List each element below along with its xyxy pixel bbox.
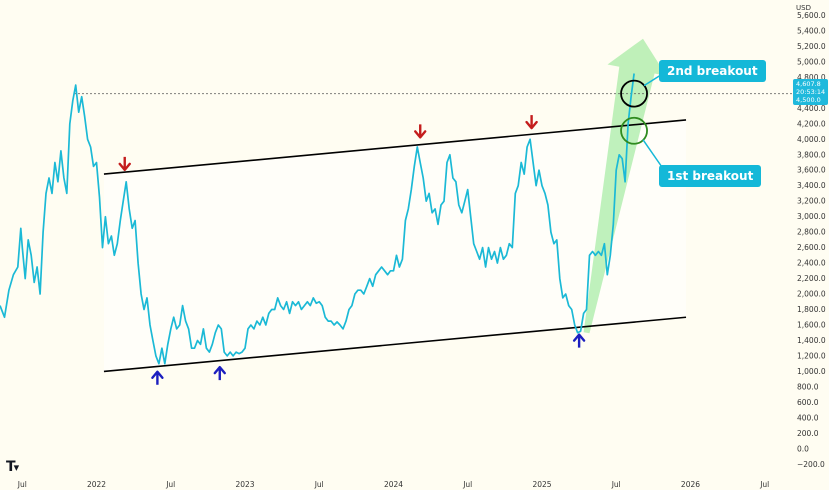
y-tick-label: 600.0	[797, 398, 819, 407]
y-tick-label: 4,800.0	[797, 73, 826, 82]
y-tick-label: 5,400.0	[797, 26, 826, 35]
countdown: 20:53:14	[796, 88, 826, 96]
series-line-0	[0, 73, 635, 365]
callout-connector-1st	[642, 139, 665, 171]
x-tick-label: 2025	[532, 480, 551, 489]
y-tick-label: 1,400.0	[797, 336, 826, 345]
up-arrow-1	[151, 370, 164, 385]
y-tick-label: 3,000.0	[797, 212, 826, 221]
price-series	[0, 73, 635, 365]
up-arrow-2-head	[213, 365, 226, 375]
y-axis: USD −200.0 0.0 200.0 400.0 600.0 800.0 1,000.0 1…	[796, 4, 826, 469]
y-axis-currency: USD	[796, 4, 811, 12]
y-tick-label: 400.0	[797, 413, 819, 422]
channel-lines	[103, 119, 687, 373]
down-arrow-1-head	[118, 162, 131, 172]
x-tick-label: Jul	[17, 480, 27, 489]
channel-upper-line	[103, 119, 687, 175]
second-breakout-label: 2nd breakout	[659, 60, 766, 82]
y-tick-label: 2,400.0	[797, 259, 826, 268]
y-tick-label: 2,000.0	[797, 290, 826, 299]
ref-price: 4,500.0	[796, 96, 821, 104]
down-arrow-2	[414, 124, 427, 139]
x-tick-label: 2024	[384, 480, 403, 489]
channel-lower-line	[103, 316, 687, 373]
channel-highlight	[103, 119, 687, 372]
up-arrow-3	[572, 333, 586, 348]
y-tick-label: 0.0	[797, 444, 809, 453]
y-tick-label: 5,200.0	[797, 42, 826, 51]
first-breakout-label: 1st breakout	[659, 165, 762, 187]
x-tick-label: 2026	[681, 480, 700, 489]
y-tick-label: 1,000.0	[797, 367, 826, 376]
tradingview-logo: T▾	[6, 459, 19, 475]
y-tick-label: 3,600.0	[797, 166, 826, 175]
y-tick-label: 200.0	[797, 429, 819, 438]
up-arrow-3-head	[572, 333, 586, 342]
current-price-tag: 4,607.8 20:53:14 4,500.0	[793, 79, 829, 105]
x-tick-label: Jul	[759, 480, 769, 489]
x-tick-label: 2022	[87, 480, 106, 489]
x-tick-label: Jul	[611, 480, 621, 489]
channel-fill	[103, 119, 687, 372]
x-axis: Jul 2022 Jul 2023 Jul 2024 Jul 2025 Jul 2026 Jul	[17, 480, 770, 489]
y-tick-label: 800.0	[797, 382, 819, 391]
up-arrow-2	[213, 365, 226, 381]
marker-arrows	[118, 115, 586, 385]
y-tick-label: 3,800.0	[797, 150, 826, 159]
breakout-circle-2	[620, 116, 648, 145]
x-tick-label: Jul	[462, 480, 472, 489]
y-tick-label: 4,000.0	[797, 135, 826, 144]
y-tick-label: 3,200.0	[797, 197, 826, 206]
y-tick-label: 3,400.0	[797, 181, 826, 190]
y-tick-label: 1,200.0	[797, 351, 826, 360]
y-tick-label: 5,600.0	[797, 11, 826, 20]
y-tick-label: −200.0	[797, 460, 825, 469]
y-tick-label: 4,400.0	[797, 104, 826, 113]
y-tick-label: 2,600.0	[797, 243, 826, 252]
y-tick-label: 2,200.0	[797, 274, 826, 283]
down-arrow-1	[118, 156, 131, 172]
down-arrow-3	[525, 115, 538, 130]
x-tick-label: Jul	[165, 480, 175, 489]
x-tick-label: 2023	[235, 480, 254, 489]
down-arrow-2-head	[414, 130, 427, 139]
down-arrow-3-head	[525, 120, 538, 130]
green-arrow	[583, 38, 667, 334]
y-tick-label: 4,200.0	[797, 119, 826, 128]
trend-arrow	[583, 38, 667, 334]
current-price: 4,607.8	[796, 80, 821, 88]
y-tick-label: 1,800.0	[797, 305, 826, 314]
breakout-circle-1	[620, 79, 648, 108]
x-tick-label: Jul	[314, 480, 324, 489]
y-tick-label: 5,000.0	[797, 57, 826, 66]
up-arrow-1-head	[151, 370, 164, 379]
y-tick-label: 1,600.0	[797, 320, 826, 329]
y-tick-label: 2,800.0	[797, 228, 826, 237]
